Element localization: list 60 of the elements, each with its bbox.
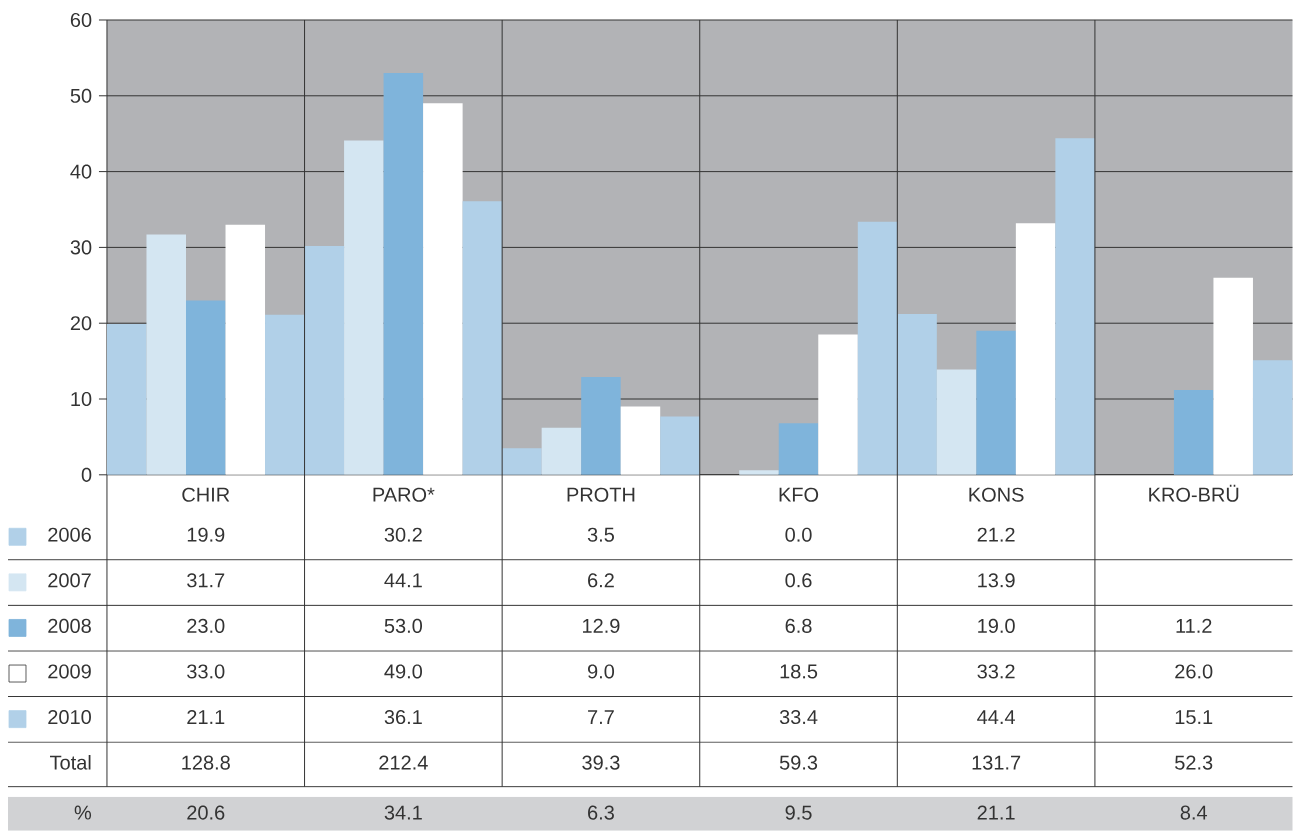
y-tick-label: 30	[70, 240, 92, 255]
y-tick-label: 10	[71, 392, 92, 407]
data-label: 44.4	[977, 710, 1015, 725]
data-label: 53.0	[384, 618, 423, 634]
legend-label: 2008	[48, 618, 91, 634]
text: 131.7	[972, 755, 1021, 770]
text: 212.4	[379, 755, 428, 770]
text: 34.1	[384, 805, 422, 820]
data-label: 21.2	[977, 527, 1015, 542]
data-label: 44.1	[384, 573, 422, 588]
data-label: 18.5	[780, 664, 818, 679]
data-label: 0.0	[785, 527, 812, 542]
x-tick-label: PROTH	[567, 487, 635, 502]
y-tick-label: 40	[70, 164, 92, 179]
data-label: 36.1	[384, 710, 422, 725]
y-tick-label: 60	[70, 13, 92, 28]
legend-label: 2007	[48, 573, 91, 588]
data-label: 33.2	[977, 664, 1015, 679]
data-label: 19.9	[187, 527, 225, 542]
x-tick-label: KFO	[779, 487, 819, 502]
data-label: 19.0	[978, 618, 1015, 634]
data-label: 33.4	[779, 710, 818, 725]
data-label: 23.0	[187, 618, 225, 634]
legend-label: 2010	[48, 710, 91, 725]
x-tick-label: KRO-BRÜ	[1149, 485, 1239, 502]
text: 52.3	[1175, 755, 1213, 770]
text: 6.3	[588, 805, 614, 820]
data-label: 11.2	[1176, 618, 1212, 633]
data-label: 9.0	[587, 664, 615, 679]
text: Total	[50, 755, 91, 770]
data-label: 0.6	[785, 573, 812, 588]
data-label: 26.0	[1175, 664, 1213, 679]
legend-label: 2006	[48, 527, 91, 542]
data-label: 12.9	[583, 618, 620, 634]
text: 21.1	[977, 805, 1015, 820]
data-label: 13.9	[978, 573, 1015, 588]
data-label: 15.1	[1175, 710, 1213, 725]
data-label: 21.1	[187, 710, 225, 725]
text: 20.6	[187, 805, 225, 820]
x-tick-label: KONS	[969, 487, 1024, 502]
text: 59.3	[779, 755, 818, 770]
data-label: 31.7	[187, 573, 225, 588]
y-tick-label: 20	[70, 316, 92, 331]
data-label: 33.0	[187, 664, 225, 679]
text: 9.5	[785, 805, 812, 820]
text: 128.8	[182, 755, 230, 770]
data-label: 30.2	[384, 527, 422, 542]
text: 39.3	[582, 755, 620, 770]
data-label: 6.8	[785, 618, 812, 634]
legend-label: 2009	[48, 664, 91, 679]
data-label: 3.5	[587, 527, 614, 542]
x-tick-label: CHIR	[182, 487, 230, 502]
y-tick-label: 0	[81, 467, 92, 483]
data-label: 49.0	[384, 664, 423, 679]
x-tick-label: PARO*	[373, 487, 435, 502]
text: %	[74, 805, 92, 820]
y-tick-label: 50	[70, 88, 92, 104]
text: 8.4	[1180, 805, 1208, 820]
data-label: 7.7	[588, 710, 614, 725]
data-label: 6.2	[588, 573, 614, 588]
